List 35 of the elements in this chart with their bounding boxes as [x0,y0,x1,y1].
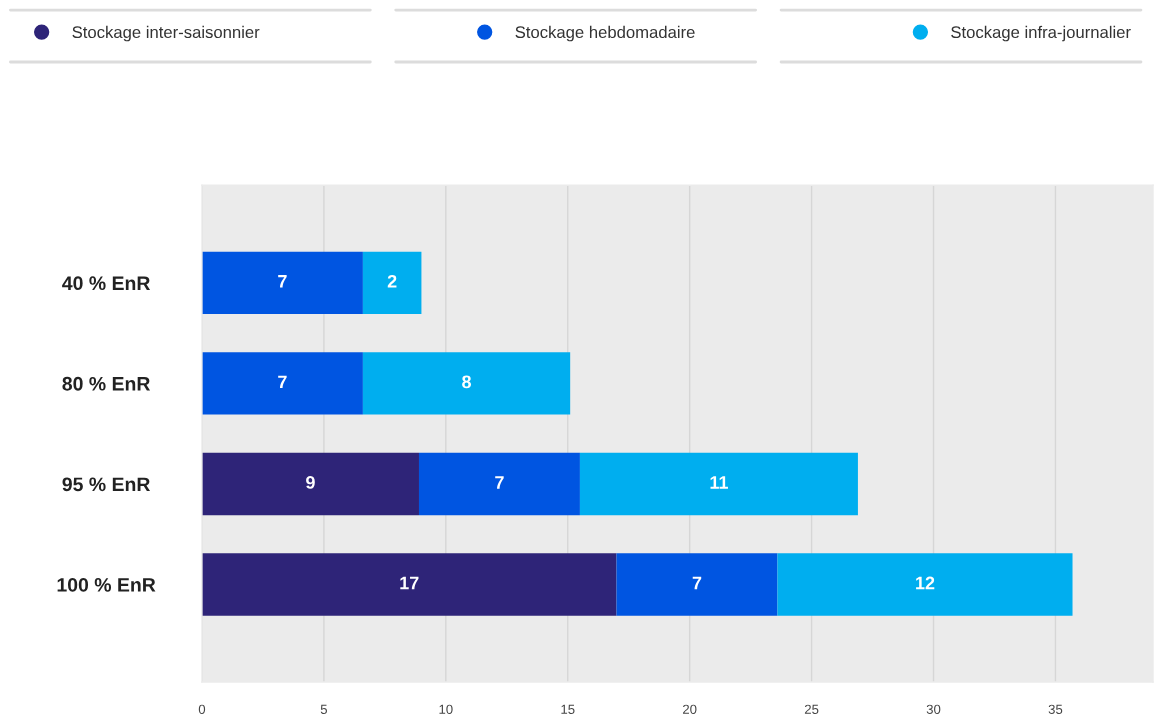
bar [201,352,363,415]
x-tick-label: 25 [804,704,819,714]
data-label: 11 [710,476,728,489]
bar [201,553,617,616]
data-label: 7 [278,375,287,389]
legend-label: Stockage infra-journalier [951,25,1131,42]
data-label: 2 [387,274,397,288]
bar [777,553,1073,616]
data-label: 17 [400,576,419,590]
data-label: 9 [306,476,315,489]
y-tick-label: 100 % EnR [57,577,156,592]
y-tick-label: 95 % EnR [62,477,151,492]
x-tick-label: 15 [561,704,575,714]
bar [418,452,580,516]
data-label: 7 [495,476,504,489]
data-label: 7 [278,275,287,288]
bar [362,251,422,315]
bar [201,452,419,516]
y-tick-label: 40 % EnR [62,276,151,291]
x-tick-label: 35 [1048,704,1063,714]
data-label: 7 [692,576,702,590]
bar [201,251,363,315]
legend-label: Stockage inter-saisonnier [72,25,260,42]
x-tick-label: 20 [682,704,697,714]
y-tick-label: 80 % EnR [62,376,151,391]
bar [616,553,778,616]
x-tick-label: 5 [320,704,327,714]
bar [362,352,571,415]
data-label: 8 [462,375,472,389]
bar [579,452,858,516]
x-tick-label: 10 [439,704,453,714]
data-label: 12 [916,576,935,590]
x-tick-label: 0 [198,704,206,714]
x-tick-label: 30 [926,704,941,714]
legend-label: Stockage hebdomadaire [515,25,695,42]
